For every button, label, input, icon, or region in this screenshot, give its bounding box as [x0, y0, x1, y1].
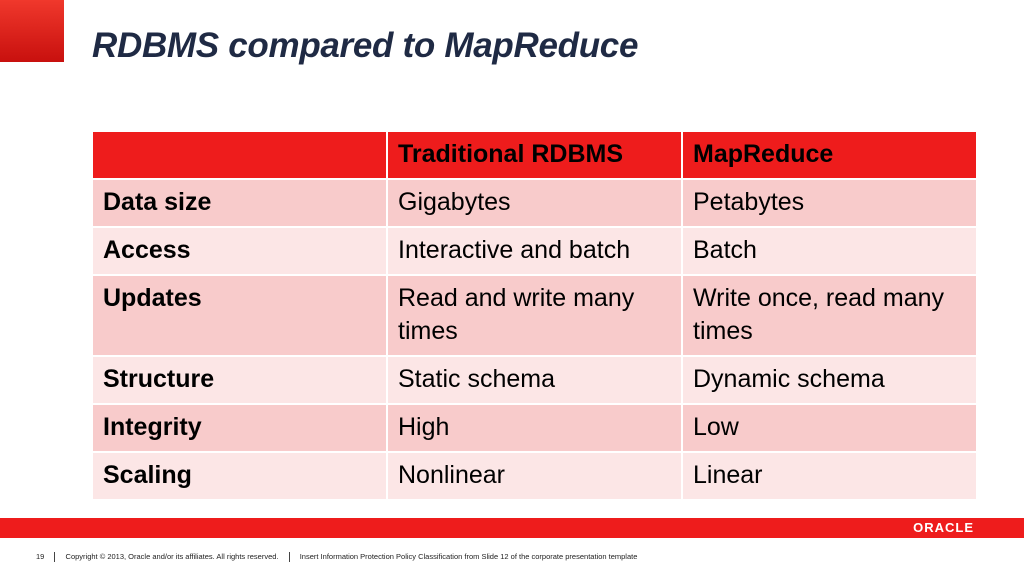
- mapreduce-cell: Linear: [681, 451, 978, 501]
- mapreduce-cell: Low: [681, 403, 978, 453]
- mapreduce-cell: Petabytes: [681, 178, 978, 228]
- header-cell-mapreduce: MapReduce: [681, 130, 978, 180]
- classification-text: Insert Information Protection Policy Cla…: [299, 552, 638, 561]
- rdbms-cell: Read and write many times: [386, 274, 683, 357]
- row-label: Updates: [91, 274, 388, 357]
- mapreduce-cell: Write once, read many times: [681, 274, 978, 357]
- corner-accent-block: [0, 0, 64, 62]
- rdbms-cell: Nonlinear: [386, 451, 683, 501]
- mapreduce-cell: Dynamic schema: [681, 355, 978, 405]
- table-row: Integrity High Low: [91, 403, 978, 453]
- copyright-text: Copyright © 2013, Oracle and/or its affi…: [65, 552, 279, 561]
- table-row: Data size Gigabytes Petabytes: [91, 178, 978, 228]
- header-cell-rdbms: Traditional RDBMS: [386, 130, 683, 180]
- rdbms-cell: Static schema: [386, 355, 683, 405]
- page-number: 19: [36, 552, 45, 561]
- row-label: Structure: [91, 355, 388, 405]
- rdbms-cell: Gigabytes: [386, 178, 683, 228]
- mapreduce-cell: Batch: [681, 226, 978, 276]
- footer-separator: [54, 552, 56, 563]
- row-label: Access: [91, 226, 388, 276]
- row-label: Data size: [91, 178, 388, 228]
- comparison-table: Traditional RDBMS MapReduce Data size Gi…: [91, 130, 978, 501]
- footer-bar: [0, 518, 1024, 538]
- row-label: Integrity: [91, 403, 388, 453]
- table-row: Access Interactive and batch Batch: [91, 226, 978, 276]
- rdbms-cell: Interactive and batch: [386, 226, 683, 276]
- table-header-row: Traditional RDBMS MapReduce: [91, 130, 978, 180]
- rdbms-cell: High: [386, 403, 683, 453]
- footer-separator: [288, 552, 290, 563]
- oracle-logo: ORACLE: [913, 520, 974, 535]
- header-cell-empty: [91, 130, 388, 180]
- footer-text: 19 Copyright © 2013, Oracle and/or its a…: [36, 552, 638, 563]
- slide-title: RDBMS compared to MapReduce: [92, 26, 639, 65]
- table-row: Scaling Nonlinear Linear: [91, 451, 978, 501]
- table-row: Structure Static schema Dynamic schema: [91, 355, 978, 405]
- row-label: Scaling: [91, 451, 388, 501]
- table-row: Updates Read and write many times Write …: [91, 274, 978, 357]
